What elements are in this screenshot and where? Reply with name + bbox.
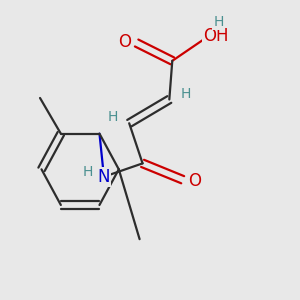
Text: H: H <box>82 165 93 179</box>
Text: H: H <box>213 15 224 29</box>
Text: OH: OH <box>202 27 228 45</box>
Text: H: H <box>108 110 118 124</box>
Text: O: O <box>118 32 130 50</box>
Text: N: N <box>98 168 110 186</box>
Text: H: H <box>181 86 191 100</box>
Text: O: O <box>188 172 201 190</box>
